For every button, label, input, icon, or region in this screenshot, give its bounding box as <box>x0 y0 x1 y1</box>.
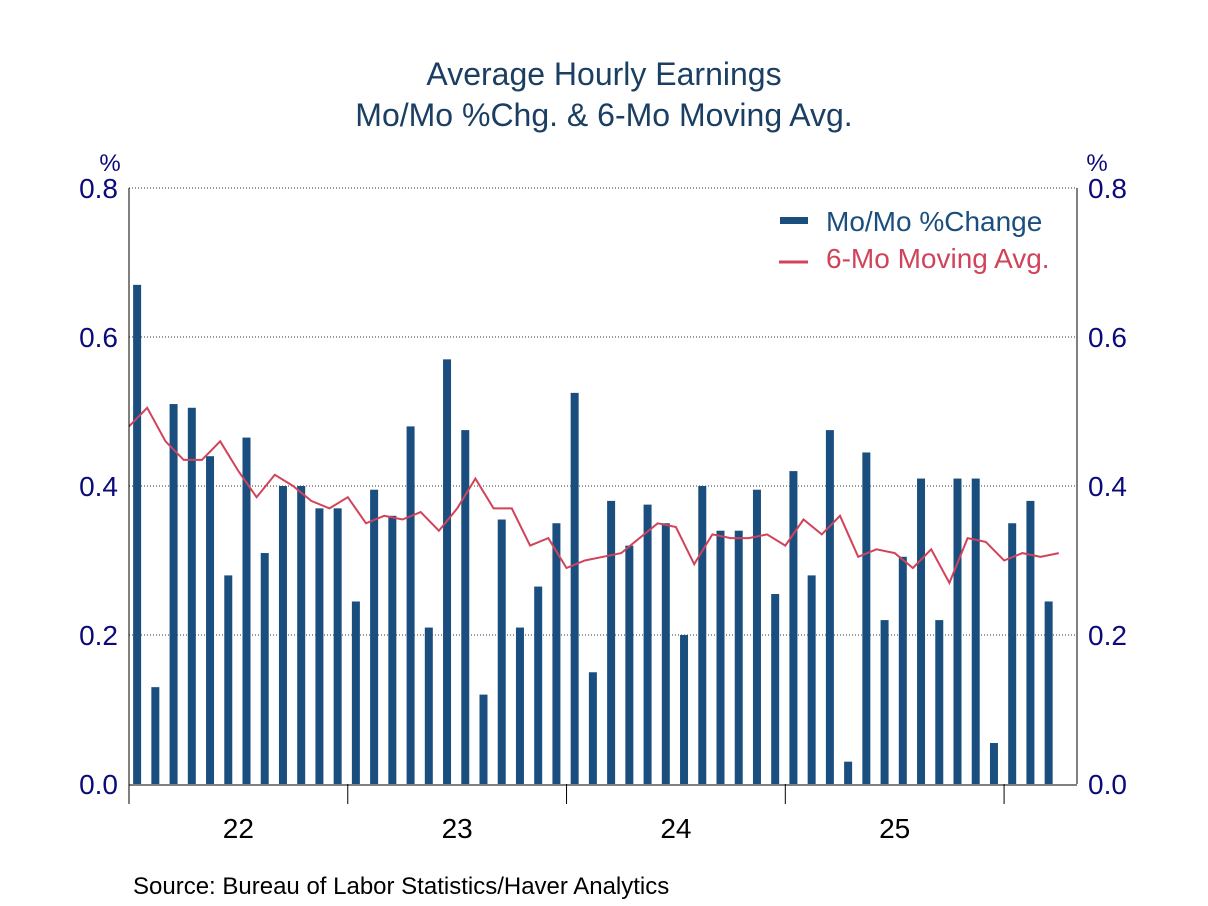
bar <box>534 586 543 784</box>
y-tick-label-left: 0.0 <box>79 769 118 800</box>
legend-line-label: 6-Mo Moving Avg. <box>826 243 1050 274</box>
x-tick-label-year: 23 <box>442 813 473 844</box>
bar <box>370 489 379 784</box>
bar <box>607 500 616 784</box>
y-tick-label-left: 0.4 <box>79 471 118 502</box>
bar <box>187 407 196 784</box>
bar <box>315 508 324 784</box>
bar <box>1044 601 1053 784</box>
chart-title-line-1: Average Hourly Earnings <box>426 56 781 92</box>
bar <box>862 452 871 784</box>
bar <box>935 620 944 784</box>
bar <box>552 523 561 784</box>
bar <box>443 359 452 784</box>
bar <box>771 594 780 784</box>
bar <box>351 601 360 784</box>
bar <box>698 486 707 784</box>
y-tick-label-left: 0.8 <box>79 173 118 204</box>
bar <box>1008 523 1017 784</box>
legend-bar-swatch <box>780 217 808 224</box>
bar <box>953 478 962 784</box>
x-tick-label-year: 25 <box>879 813 910 844</box>
bar <box>278 486 287 784</box>
y-tick-label-right: 0.4 <box>1088 471 1127 502</box>
y-tick-label-right: 0.6 <box>1088 322 1127 353</box>
bar <box>406 426 415 784</box>
bar <box>680 635 689 784</box>
bar <box>625 545 634 784</box>
right-axis-unit: % <box>1086 150 1107 177</box>
bar <box>825 430 834 784</box>
bar <box>917 478 926 784</box>
axes <box>128 188 1078 804</box>
y-tick-label-right: 0.0 <box>1088 769 1127 800</box>
bar <box>734 530 743 784</box>
chart-title-line-2: Mo/Mo %Chg. & 6-Mo Moving Avg. <box>355 97 852 133</box>
bar <box>880 620 889 784</box>
legend-bar-label: Mo/Mo %Change <box>826 206 1042 237</box>
legend: Mo/Mo %Change 6-Mo Moving Avg. <box>779 206 1050 274</box>
y-tick-label-left: 0.6 <box>79 322 118 353</box>
x-tick-label-year: 22 <box>223 813 254 844</box>
bar <box>206 456 215 784</box>
x-tick-label-year: 24 <box>660 813 691 844</box>
bar <box>242 437 251 784</box>
bar <box>479 694 488 784</box>
x-tick-labels: 22 23 24 25 <box>223 813 910 844</box>
bar <box>169 404 178 784</box>
bar <box>716 530 725 784</box>
bar <box>752 489 761 784</box>
moving-average-line <box>128 406 1059 586</box>
bar <box>588 672 597 784</box>
bar <box>388 515 397 784</box>
bar <box>807 575 816 784</box>
bar <box>570 392 579 784</box>
source-note: Source: Bureau of Labor Statistics/Haver… <box>133 873 669 900</box>
grid-lines <box>129 187 1077 636</box>
bar <box>333 508 342 784</box>
bar <box>971 478 980 784</box>
bar <box>151 687 160 784</box>
bar <box>1026 500 1035 784</box>
left-axis-unit: % <box>99 150 120 177</box>
bar <box>133 284 142 784</box>
bar <box>461 430 470 784</box>
bar <box>497 519 506 784</box>
bar <box>989 743 998 784</box>
y-tick-labels: 0.0 0.0 0.2 0.2 0.4 0.4 0.6 0.6 0.8 0.8 <box>79 173 1127 800</box>
bar <box>789 471 798 784</box>
bar <box>643 504 652 784</box>
y-tick-label-right: 0.8 <box>1088 173 1127 204</box>
bar <box>661 523 670 784</box>
bar-series <box>133 284 1053 784</box>
bar <box>844 761 853 784</box>
bar <box>898 556 907 784</box>
y-tick-label-right: 0.2 <box>1088 620 1127 651</box>
moving-average-series <box>128 406 1059 586</box>
bar <box>515 627 524 784</box>
bar <box>224 575 233 784</box>
bar <box>424 627 433 784</box>
bar <box>260 553 269 784</box>
bar <box>297 486 306 784</box>
y-tick-label-left: 0.2 <box>79 620 118 651</box>
